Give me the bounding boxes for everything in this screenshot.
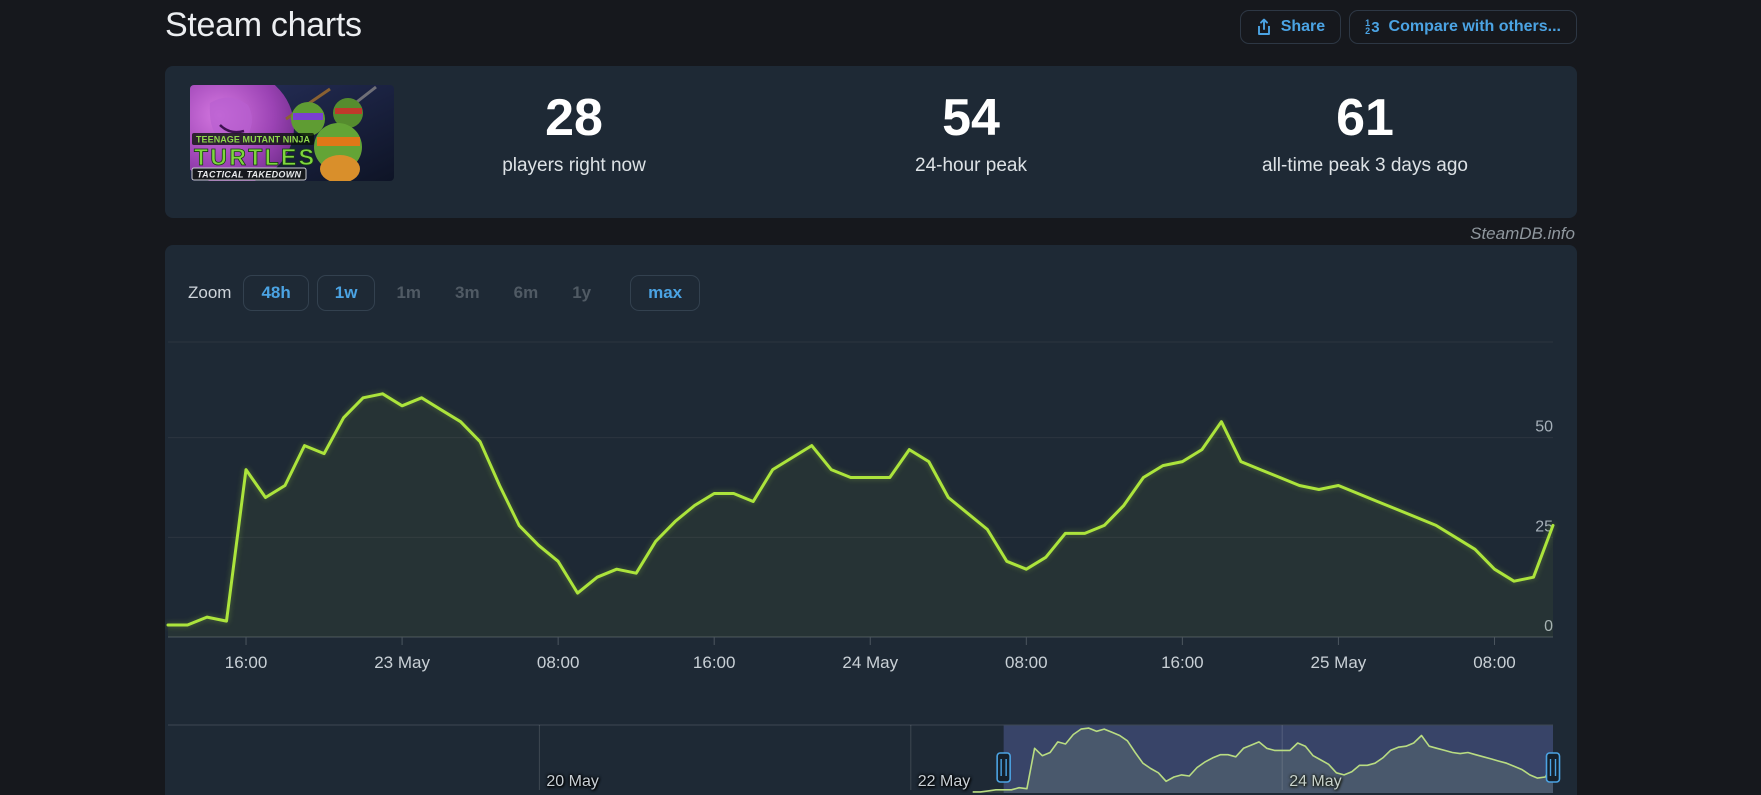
players-series-area xyxy=(168,393,1553,637)
compare-button[interactable]: 1 2 3 Compare with others... xyxy=(1349,10,1577,44)
game-capsule-image[interactable]: TEENAGE MUTANT NINJA TURTLES TACTICAL TA… xyxy=(190,85,394,181)
steamdb-watermark: SteamDB.info xyxy=(1470,224,1575,243)
peak-24h-stat: 54 24-hour peak xyxy=(771,90,1171,177)
share-button[interactable]: Share xyxy=(1239,10,1342,44)
y-axis-label: 25 xyxy=(1535,518,1553,535)
zoom-label: Zoom xyxy=(188,283,232,302)
x-axis-label: 16:00 xyxy=(693,653,736,672)
players-series-line xyxy=(166,392,1555,627)
capsule-series-text: TEENAGE MUTANT NINJA xyxy=(196,135,311,145)
navigator-date-label: 24 May xyxy=(1289,773,1341,790)
navigator-series-area xyxy=(972,728,1553,793)
alltime-peak-stat: 61 all-time peak 3 days ago xyxy=(1165,90,1565,177)
zoom-1m-button: 1m xyxy=(383,275,434,311)
navigator-right-handle[interactable] xyxy=(1545,752,1561,783)
zoom-1w-button[interactable]: 1w xyxy=(316,275,376,311)
alltime-peak-value: 61 xyxy=(1336,89,1394,147)
x-axis-label: 25 May xyxy=(1311,653,1367,672)
current-players-label: players right now xyxy=(502,155,646,176)
current-players-stat: 28 players right now xyxy=(374,90,774,177)
zoom-controls: Zoom 48h 1w 1m 3m 6m 1y max xyxy=(188,275,708,311)
stats-panel: TEENAGE MUTANT NINJA TURTLES TACTICAL TA… xyxy=(165,66,1577,218)
chart-panel: Zoom 48h 1w 1m 3m 6m 1y max 0 25 50 16:00 23… xyxy=(165,245,1577,795)
navigator-left-handle[interactable] xyxy=(996,752,1011,783)
zoom-6m-button: 6m xyxy=(501,275,552,311)
navigator-selected-range[interactable] xyxy=(1003,725,1553,793)
x-axis-label: 08:00 xyxy=(1473,653,1516,672)
peak-24h-label: 24-hour peak xyxy=(915,155,1027,176)
alltime-peak-label: all-time peak 3 days ago xyxy=(1262,155,1468,176)
x-axis-label: 16:00 xyxy=(225,653,268,672)
x-axis-label: 24 May xyxy=(842,653,898,672)
zoom-3m-button: 3m xyxy=(442,275,493,311)
capsule-subtitle-text: TACTICAL TAKEDOWN xyxy=(197,170,302,180)
compare-123-icon: 1 2 3 xyxy=(1365,18,1380,36)
navigator-series-line xyxy=(972,727,1554,793)
zoom-max-button[interactable]: max xyxy=(630,275,701,311)
y-axis-label: 50 xyxy=(1535,419,1553,436)
share-button-label: Share xyxy=(1280,18,1326,35)
y-axis-label: 0 xyxy=(1544,618,1553,635)
x-axis-label: 23 May xyxy=(374,653,430,672)
page-title: Steam charts xyxy=(165,6,362,44)
zoom-1y-button: 1y xyxy=(559,275,604,311)
capsule-title-text: TURTLES xyxy=(194,144,314,170)
share-icon xyxy=(1257,18,1270,35)
x-axis-label: 16:00 xyxy=(1161,653,1204,672)
players-chart[interactable]: 0 25 50 16:00 23 May 08:00 16:00 24 May 08:00 16:… xyxy=(165,245,1577,795)
header-buttons: Share 1 2 3 Compare with others... xyxy=(1239,10,1577,44)
x-axis-label: 08:00 xyxy=(1005,653,1048,672)
peak-24h-value: 54 xyxy=(942,89,1000,147)
navigator-date-label: 22 May xyxy=(918,773,970,790)
zoom-48h-button[interactable]: 48h xyxy=(243,275,309,311)
x-axis-label: 08:00 xyxy=(537,653,580,672)
current-players-value: 28 xyxy=(545,89,603,147)
compare-button-label: Compare with others... xyxy=(1388,18,1561,35)
navigator-date-label: 20 May xyxy=(546,773,598,790)
